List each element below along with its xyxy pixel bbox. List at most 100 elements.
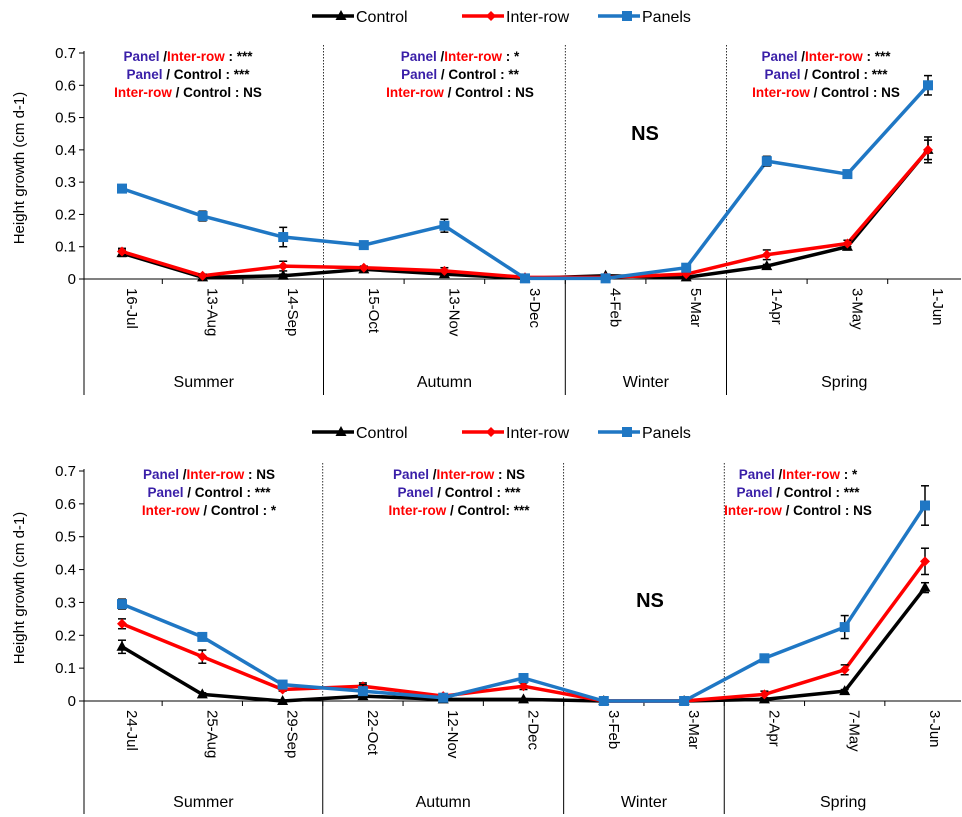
x-tick-label: 14-Sep [284,288,301,336]
chart-2: Control Inter-row Panels Height growth (cm … [11,425,961,814]
season-label: Spring [821,374,867,391]
series-control [116,139,934,283]
data-point [196,688,208,699]
annotation-segment: : * [840,467,858,482]
x-tick-label: 3-Dec [526,288,543,329]
annotation-segment: / Control : *** [184,485,272,500]
y-tick-label: 0.7 [55,45,76,62]
annotation-line: Panel /Inter-row : *** [761,49,891,64]
annotation-segment: / Control : NS [810,85,900,100]
annotation-line: Inter-row / Control : NS [752,85,900,100]
x-tick-label: 25-Aug [203,710,220,758]
data-point [439,265,450,276]
x-tick-label: 3-Mar [685,710,702,749]
y-axis-label: Height growth (cm d-1) [11,512,28,665]
series-panels [117,74,933,284]
data-point [357,686,368,697]
data-point [759,689,770,700]
annotation-segment: / Control: *** [446,503,530,518]
annotation-segment: / Control : *** [801,67,889,82]
annotation-line: Panel /Inter-row : NS [393,467,525,482]
data-point [842,238,853,249]
season-label: Summer [173,794,234,811]
annotation-line: Panel / Control : *** [126,67,250,82]
annotation-segment: Inter-row [142,503,200,518]
data-point [598,696,609,706]
x-tick-label: 13-Nov [445,288,462,337]
legend: Control Inter-row Panels [312,425,691,442]
data-point [761,249,772,260]
annotation-segment: / [801,49,805,64]
data-point [920,500,930,511]
annotation-segment: / Control : *** [434,485,522,500]
annotation-segment: / [183,467,187,482]
data-point [761,156,772,167]
annotation-segment: / Control : NS [172,85,262,100]
annotation-line: Panel / Control : *** [147,485,271,500]
x-tick-label: 15-Oct [365,288,382,334]
annotation-segment: / [440,49,444,64]
x-tick-label: 3-Feb [605,710,622,749]
x-tick-label: 2-Dec [525,710,542,751]
annotation-segment: Panel [126,67,162,82]
annotation-segment: Panel [393,467,433,482]
data-point [919,581,931,592]
y-tick-label: 0 [68,271,76,288]
series-panels [117,485,930,706]
annotation-segment: Inter-row [782,467,840,482]
annotation-segment: Panel [401,49,441,64]
annotation-segment: : NS [494,467,525,482]
data-point [278,232,289,243]
data-point [358,262,369,273]
y-tick-label: 0.1 [55,239,76,256]
annotation-line: Inter-row / Control : NS [386,85,534,100]
data-point [920,556,930,567]
annotation-line: Panel /Inter-row : *** [123,49,253,64]
season-label: Winter [623,374,670,391]
y-axis-label: Height growth (cm d-1) [11,92,28,245]
x-tick-label: 2-Apr [765,710,782,747]
annotation-segment: / [163,49,167,64]
annotation-segment: Panel [147,485,183,500]
x-tick-label: 7-May [846,710,863,752]
annotation-segment: : *** [225,49,254,64]
significance-annotation: Panel /Inter-row : *Panel / Control : **… [724,467,872,518]
season-label: Spring [820,794,866,811]
data-point [839,664,850,675]
ns-label: NS [636,590,664,612]
season-label: Winter [621,794,668,811]
annotation-segment: / Control : NS [782,503,872,518]
annotation-segment: Panel [123,49,163,64]
annotation-line: Inter-row / Control : * [142,503,277,518]
y-tick-label: 0.6 [55,496,76,513]
data-point [761,260,773,271]
x-tick-label: 12-Nov [444,710,461,759]
annotation-segment: Inter-row [386,85,444,100]
x-tick-label: 16-Jul [123,288,140,329]
annotation-segment: / Control : *** [773,485,861,500]
annotation-segment: : *** [863,49,892,64]
legend-label: Inter-row [506,425,570,442]
annotation-line: Panel /Inter-row : NS [143,467,275,482]
annotation-segment: Panel [764,67,800,82]
ns-label: NS [631,123,659,145]
annotation-line: Panel / Control : *** [736,485,860,500]
x-tick-label: 24-Jul [123,710,140,751]
data-point [759,653,770,664]
significance-annotation: Panel /Inter-row : ***Panel / Control : … [114,49,262,100]
annotation-segment: / [778,467,782,482]
annotation-line: Panel /Inter-row : * [401,49,520,64]
annotation-line: Panel / Control : *** [764,67,888,82]
annotation-segment: Panel [143,467,183,482]
legend-label: Inter-row [506,9,570,26]
data-point [839,685,851,696]
y-tick-label: 0.1 [55,660,76,677]
season-label: Summer [174,374,235,391]
data-point [117,618,127,629]
data-point [438,692,449,703]
series-inter-row [117,547,930,706]
x-tick-label: 3-Jun [926,710,943,748]
